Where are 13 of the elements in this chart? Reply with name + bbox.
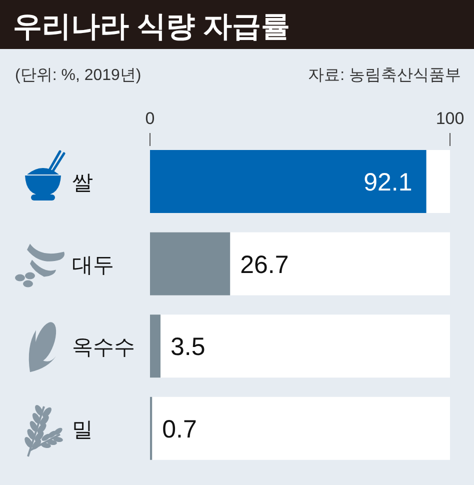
chart-subtitle: (단위: %, 2019년) [15,67,142,84]
data-label: 0.7 [162,415,197,444]
y-tick-label: 밀 [72,418,93,442]
y-tick-label: 옥수수 [72,336,135,360]
data-label: 26.7 [240,250,289,279]
chart-title: 우리나라 식량 자급률 [13,11,290,43]
x-tick-label: 100 [436,109,464,128]
y-tick-label: 대두 [72,254,114,277]
data-label: 92.1 [364,168,412,196]
data-label: 3.5 [170,333,206,362]
y-tick-label: 쌀 [72,172,93,194]
text: 자료: 농림축산식품부 [308,67,461,84]
x-tick-label: 0 [145,109,155,128]
